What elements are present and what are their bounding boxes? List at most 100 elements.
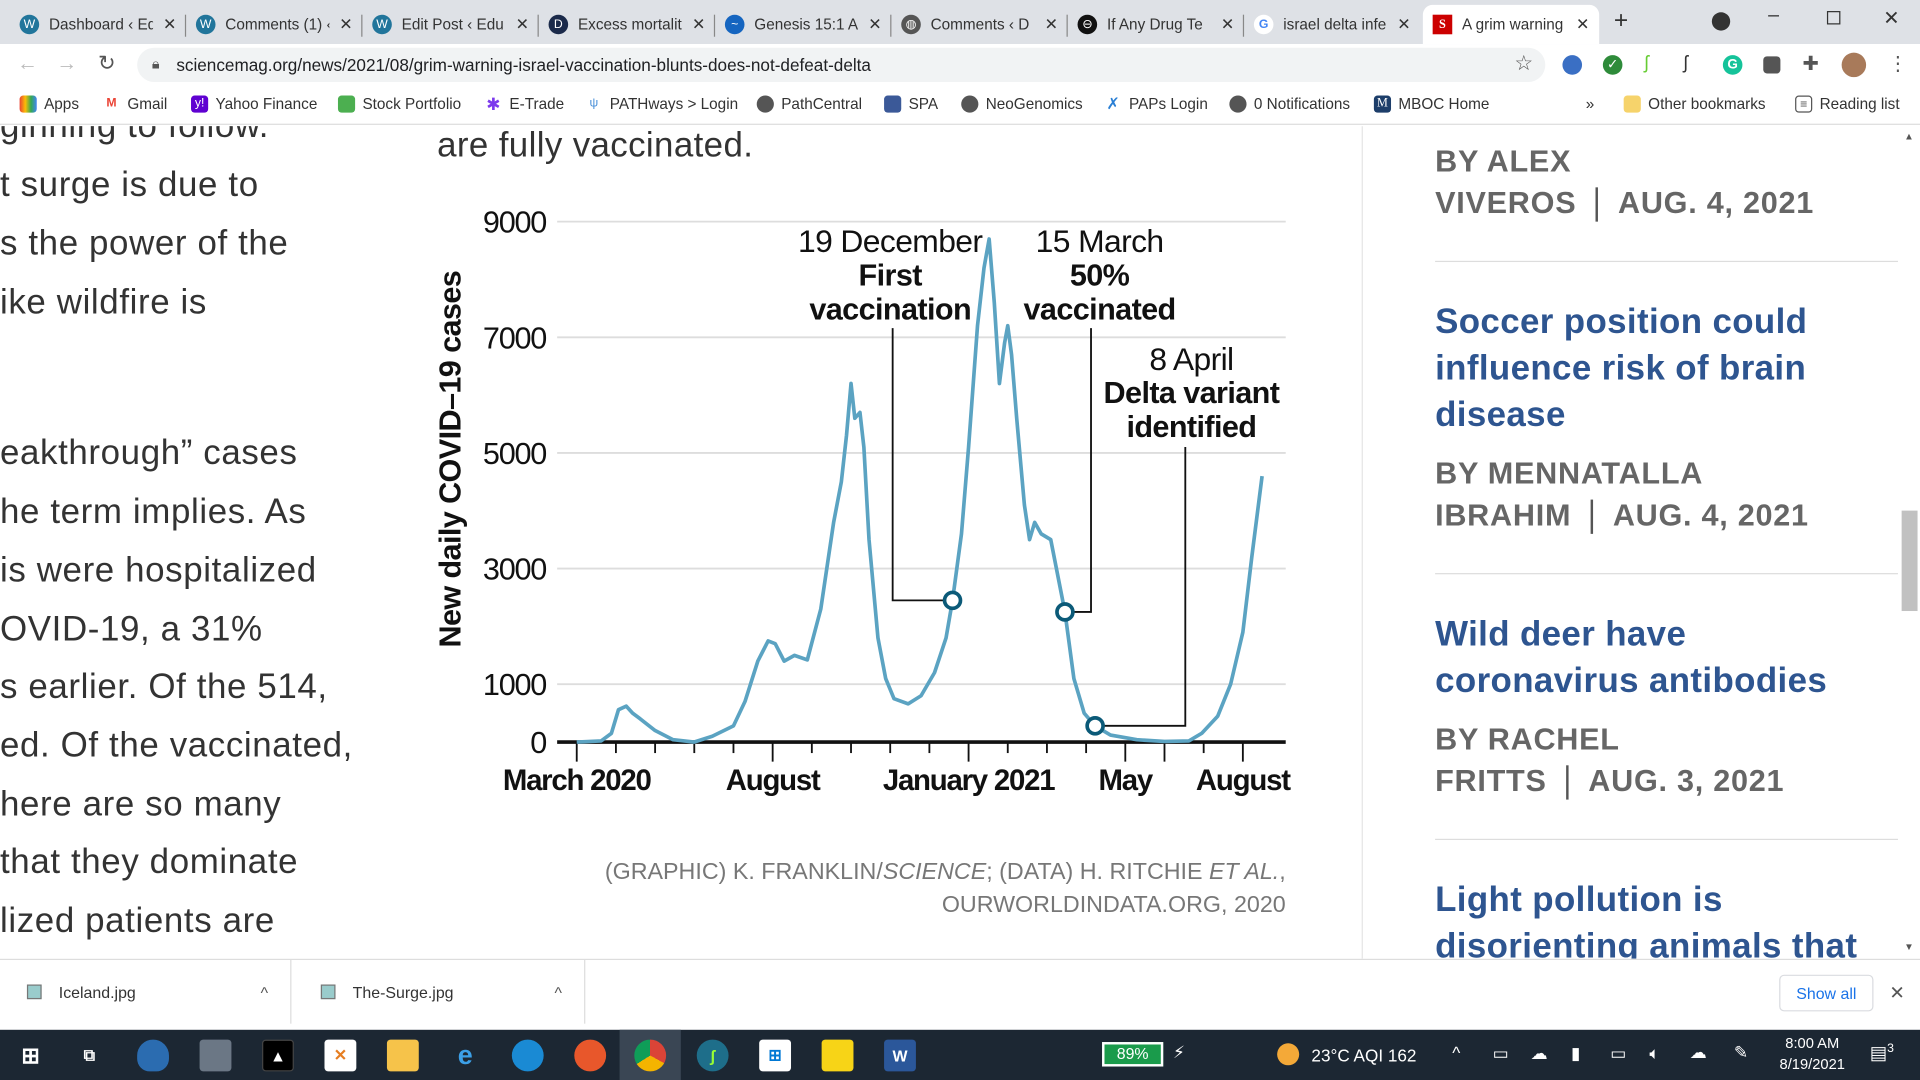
tab-active[interactable]: S A grim warning ✕ — [1422, 4, 1600, 45]
chevron-up-icon[interactable]: ^ — [554, 982, 563, 1002]
weather-icon[interactable] — [1277, 1043, 1300, 1066]
extension-screen-icon[interactable] — [1763, 56, 1781, 74]
volume-icon[interactable]: 🔈︎ — [1649, 1043, 1660, 1063]
bookmark-spa[interactable]: SPA — [884, 95, 938, 113]
sidebar-list: BY ALEX VIVEROS AUG. 4, 2021 Soccer positi… — [1435, 141, 1898, 959]
other-bookmarks[interactable]: Other bookmarks — [1623, 95, 1766, 113]
tab[interactable]: W Comments (1) ‹ ✕ — [186, 5, 363, 44]
edge-icon[interactable] — [511, 1039, 544, 1072]
bookmark-yahoo-finance[interactable]: y! Yahoo Finance — [191, 95, 317, 113]
tab[interactable]: ~ Genesis 15:1 A ✕ — [715, 5, 892, 44]
extension-leaf-icon[interactable]: ʃ — [1644, 52, 1649, 74]
bookmark-notifications[interactable]: 0 Notifications — [1229, 95, 1351, 113]
network-icon[interactable]: ▭ — [1610, 1043, 1627, 1063]
back-button[interactable]: ← — [17, 51, 38, 75]
upload-cloud-icon[interactable]: ☁ — [1689, 1042, 1707, 1062]
word-icon[interactable]: W — [884, 1039, 916, 1072]
battery-tray-icon[interactable]: ▮ — [1571, 1043, 1581, 1063]
bookmark-label: E-Trade — [509, 95, 565, 113]
tab[interactable]: W Edit Post ‹ Edu ✕ — [362, 5, 539, 44]
tab[interactable]: D Excess mortalit ✕ — [539, 5, 716, 44]
meet-icon[interactable]: ▭ — [1492, 1043, 1509, 1063]
grammarly-icon[interactable]: G — [1722, 55, 1743, 75]
extension-check-icon[interactable]: ✓ — [1602, 55, 1623, 75]
extensions-puzzle-icon[interactable]: ✚ — [1802, 53, 1819, 75]
close-icon[interactable]: ✕ — [339, 14, 353, 34]
bookmark-star-icon[interactable]: ☆ — [1514, 51, 1534, 75]
close-icon[interactable]: ✕ — [1044, 14, 1058, 34]
close-icon[interactable]: ✕ — [162, 14, 177, 34]
sticky-notes-icon[interactable] — [821, 1039, 854, 1072]
extension-globe-icon[interactable] — [1562, 55, 1583, 75]
restore-button[interactable] — [1826, 11, 1841, 25]
annotation-date: 19 December — [798, 222, 983, 260]
bookmark-pathways[interactable]: ψ PATHways > Login — [585, 95, 738, 113]
pen-icon[interactable]: ✎ — [1733, 1042, 1749, 1062]
sidebar-headline-link[interactable]: Wild deer have coronavirus antibodies — [1435, 614, 1828, 701]
scroll-down-icon[interactable]: ▼ — [1904, 941, 1914, 953]
close-icon[interactable]: ✕ — [515, 14, 529, 34]
sidebar-headline-link[interactable]: Soccer position could influence risk of … — [1435, 302, 1808, 435]
close-icon[interactable]: ✕ — [691, 14, 706, 34]
bookmarks-bar: Apps M Gmail y! Yahoo Finance Stock Portfo… — [0, 85, 1920, 125]
bookmark-gmail[interactable]: M Gmail — [102, 95, 167, 113]
paint-icon[interactable]: ✕ — [324, 1039, 357, 1072]
bookmark-label: 0 Notifications — [1253, 95, 1351, 113]
chrome-icon[interactable] — [634, 1039, 667, 1072]
bookmark-etrade[interactable]: ✱ E-Trade — [484, 95, 565, 113]
tab[interactable]: ◍ Comments ‹ D ✕ — [891, 5, 1068, 44]
battery-indicator[interactable]: 89% — [1102, 1042, 1164, 1067]
windows-start-icon[interactable]: ⊞ — [21, 1042, 40, 1068]
bookmark-paps-login[interactable]: ✗ PAPs Login — [1104, 95, 1208, 113]
extension-flame-icon[interactable]: ʃ — [1683, 52, 1688, 74]
download-item[interactable]: The-Surge.jpg ^ — [294, 960, 586, 1024]
tab-search-icon[interactable] — [1711, 12, 1731, 31]
sidebar-headline-link[interactable]: Light pollution is disorienting animals … — [1435, 880, 1858, 959]
tab[interactable]: ⊖ If Any Drug Te ✕ — [1068, 5, 1245, 44]
task-view-icon[interactable]: ⧉ — [83, 1045, 96, 1065]
internet-explorer-icon[interactable]: e — [457, 1039, 473, 1071]
app-icon[interactable]: ▲ — [262, 1039, 294, 1072]
reading-list[interactable]: ≡ Reading list — [1795, 95, 1900, 113]
scrollbar-thumb[interactable] — [1901, 510, 1918, 612]
close-icon[interactable]: ✕ — [1220, 14, 1235, 34]
close-icon[interactable]: ✕ — [1576, 14, 1590, 34]
close-icon[interactable]: ✕ — [1397, 14, 1411, 34]
tab[interactable]: W Dashboard ‹ Ed ✕ — [10, 5, 187, 44]
forward-button[interactable]: → — [56, 51, 78, 75]
bookmark-stock-portfolio[interactable]: Stock Portfolio — [337, 95, 461, 113]
onedrive-cloud-icon[interactable]: ☁ — [1530, 1043, 1548, 1063]
bookmark-neogenomics[interactable]: NeoGenomics — [961, 95, 1083, 113]
shield-app-icon[interactable] — [137, 1039, 169, 1072]
address-bar[interactable]: 🔒︎ sciencemag.org/news/2021/08/grim-warn… — [137, 47, 1546, 83]
y-tick-label: 3000 — [483, 553, 546, 587]
notification-center-icon[interactable]: ▤3 — [1869, 1042, 1894, 1065]
scroll-up-icon[interactable]: ▲ — [1904, 131, 1914, 143]
weather-text[interactable]: 23°C AQI 162 — [1311, 1045, 1417, 1066]
close-window-button[interactable]: ✕ — [1883, 8, 1900, 30]
minimize-button[interactable]: – — [1768, 4, 1780, 26]
clock[interactable]: 8:00 AM 8/19/2021 — [1763, 1033, 1861, 1075]
bookmarks-overflow[interactable]: » — [1586, 96, 1595, 113]
reload-button[interactable]: ↻ — [97, 51, 116, 75]
show-all-button[interactable]: Show all — [1779, 974, 1874, 1012]
bookmark-apps[interactable]: Apps — [19, 95, 79, 113]
profile-avatar[interactable] — [1841, 52, 1867, 78]
file-explorer-icon[interactable] — [386, 1039, 419, 1072]
close-shelf-icon[interactable]: ✕ — [1889, 983, 1905, 1005]
chevron-up-icon[interactable]: ^ — [260, 982, 269, 1002]
menu-kebab-icon[interactable]: ⋮ — [1888, 53, 1908, 75]
firefox-icon[interactable] — [574, 1039, 607, 1072]
dragon-icon[interactable]: ʃ — [696, 1039, 729, 1072]
close-icon[interactable]: ✕ — [868, 14, 882, 34]
x-tick-label: March 2020 — [503, 764, 652, 797]
overflow-chevron-icon: » — [1585, 95, 1595, 113]
bookmark-pathcentral[interactable]: PathCentral — [756, 95, 862, 113]
calculator-icon[interactable] — [199, 1039, 232, 1072]
chevron-up-icon[interactable]: ^ — [1452, 1043, 1461, 1063]
download-item[interactable]: Iceland.jpg ^ — [0, 960, 292, 1024]
new-tab-button[interactable]: + — [1613, 7, 1629, 35]
store-icon[interactable]: ⊞ — [759, 1039, 792, 1072]
bookmark-mboc-home[interactable]: M MBOC Home — [1373, 95, 1489, 113]
